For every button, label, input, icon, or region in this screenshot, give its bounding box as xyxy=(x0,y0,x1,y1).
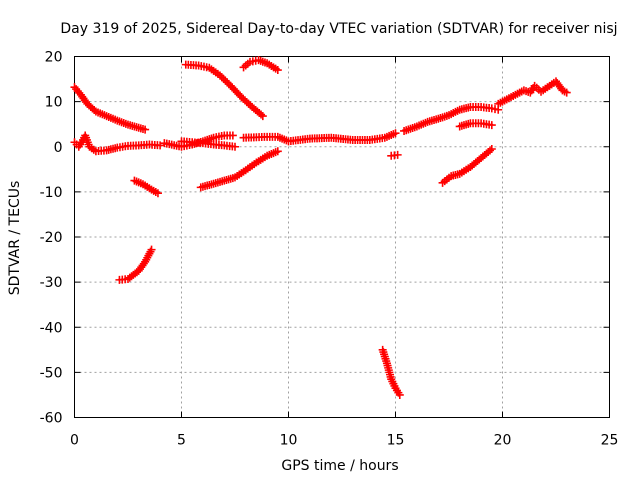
y-tick-label: -40 xyxy=(40,320,63,336)
series-arc3 xyxy=(115,245,156,284)
series-arc10 xyxy=(239,129,400,146)
y-axis-label: SDTVAR / TECUs xyxy=(7,181,23,296)
data-point xyxy=(156,141,165,150)
data-point xyxy=(257,110,266,119)
x-tick-label: 10 xyxy=(280,433,298,449)
y-tick-label: -10 xyxy=(40,185,63,201)
series-arc11 xyxy=(378,345,404,399)
y-tick-label: 0 xyxy=(54,140,63,156)
data-point xyxy=(258,112,267,121)
data-point xyxy=(391,129,400,138)
x-tick-label: 20 xyxy=(494,433,512,449)
x-tick-label: 5 xyxy=(177,433,186,449)
series-arc16 xyxy=(494,77,571,108)
series-arc1 xyxy=(70,83,150,134)
data-point xyxy=(147,245,156,254)
data-point xyxy=(273,147,282,156)
y-tick-label: 10 xyxy=(45,95,63,111)
x-tick-label: 0 xyxy=(70,433,79,449)
data-point xyxy=(231,142,239,151)
data-point xyxy=(562,88,571,97)
data-point xyxy=(393,150,402,159)
series-arc8 xyxy=(239,56,282,75)
y-tick-label: -60 xyxy=(40,411,63,427)
series-arc5 xyxy=(160,131,237,151)
data-point xyxy=(141,125,150,134)
series-arc6 xyxy=(177,137,239,151)
series-arc7 xyxy=(181,60,267,121)
x-tick-labels: 0 5 10 15 20 25 xyxy=(70,433,618,449)
data-point xyxy=(153,189,162,198)
data-point xyxy=(395,390,404,399)
grid-lines xyxy=(74,56,610,418)
data-point xyxy=(487,145,496,154)
data-point xyxy=(487,121,496,130)
data-points xyxy=(70,56,571,399)
series-arc4 xyxy=(130,176,162,198)
y-tick-label: -30 xyxy=(40,275,63,291)
y-tick-label: 20 xyxy=(45,50,63,66)
axis-ticks xyxy=(74,56,610,418)
y-tick-label: -20 xyxy=(40,230,63,246)
y-tick-labels: -60 -50 -40 -30 -20 -10 0 10 20 xyxy=(40,50,63,427)
chart-title: Day 319 of 2025, Sidereal Day-to-day VTE… xyxy=(60,21,617,37)
series-arc13 xyxy=(400,103,503,135)
data-point xyxy=(486,146,495,155)
series-arc12 xyxy=(387,150,402,160)
data-point xyxy=(228,131,237,140)
series-arc2 xyxy=(70,131,165,156)
data-point xyxy=(273,66,282,75)
x-axis-label: GPS time / hours xyxy=(281,458,398,474)
series-arc15 xyxy=(438,145,496,187)
x-tick-label: 25 xyxy=(601,433,619,449)
x-tick-label: 15 xyxy=(387,433,405,449)
y-tick-label: -50 xyxy=(40,365,63,381)
series-arc9 xyxy=(196,147,282,192)
series-arc14 xyxy=(455,119,496,131)
